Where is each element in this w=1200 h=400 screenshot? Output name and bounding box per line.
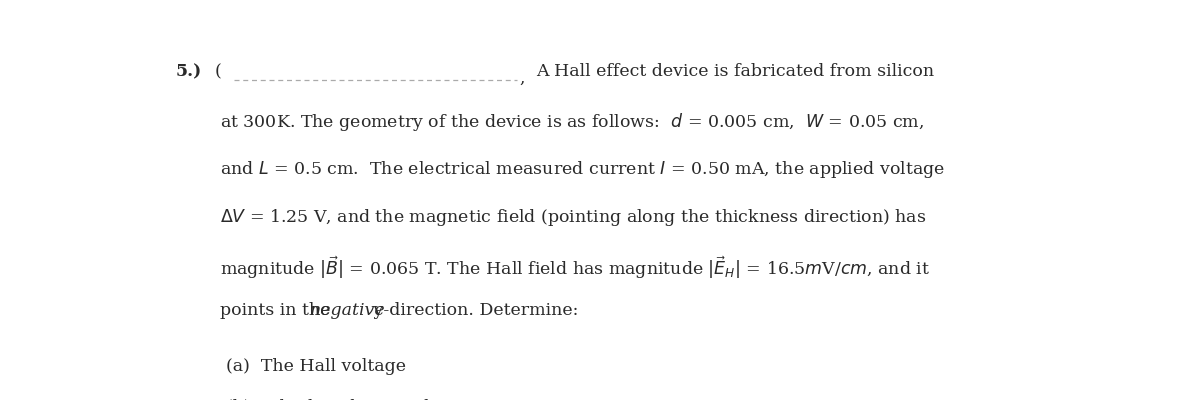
- Text: at 300K. The geometry of the device is as follows:  $d$ = 0.005 cm,  $W$ = 0.05 : at 300K. The geometry of the device is a…: [220, 111, 924, 133]
- Text: (b)  Whether the sample is: (b) Whether the sample is: [227, 399, 466, 400]
- Text: 5.): 5.): [176, 64, 203, 80]
- Text: $\Delta V$ = 1.25 V, and the magnetic field (pointing along the thickness direct: $\Delta V$ = 1.25 V, and the magnetic fi…: [220, 207, 926, 228]
- Text: y-direction. Determine:: y-direction. Determine:: [368, 302, 578, 319]
- Text: -type.: -type.: [452, 399, 502, 400]
- Text: ,: ,: [520, 70, 524, 86]
- Text: points in the: points in the: [220, 302, 336, 319]
- Text: n: n: [412, 399, 424, 400]
- Text: (: (: [215, 64, 222, 80]
- Text: or: or: [420, 399, 450, 400]
- Text: (a)  The Hall voltage: (a) The Hall voltage: [227, 358, 407, 374]
- Text: and $L$ = 0.5 cm.  The electrical measured current $I$ = 0.50 mA, the applied vo: and $L$ = 0.5 cm. The electrical measure…: [220, 159, 944, 180]
- Text: negative: negative: [310, 302, 385, 319]
- Text: p: p: [444, 399, 455, 400]
- Text: magnitude $|\vec{B}|$ = 0.065 T. The Hall field has magnitude $|\vec{E}_H|$ = 16: magnitude $|\vec{B}|$ = 0.065 T. The Hal…: [220, 254, 930, 281]
- Text: A Hall effect device is fabricated from silicon: A Hall effect device is fabricated from …: [536, 64, 934, 80]
